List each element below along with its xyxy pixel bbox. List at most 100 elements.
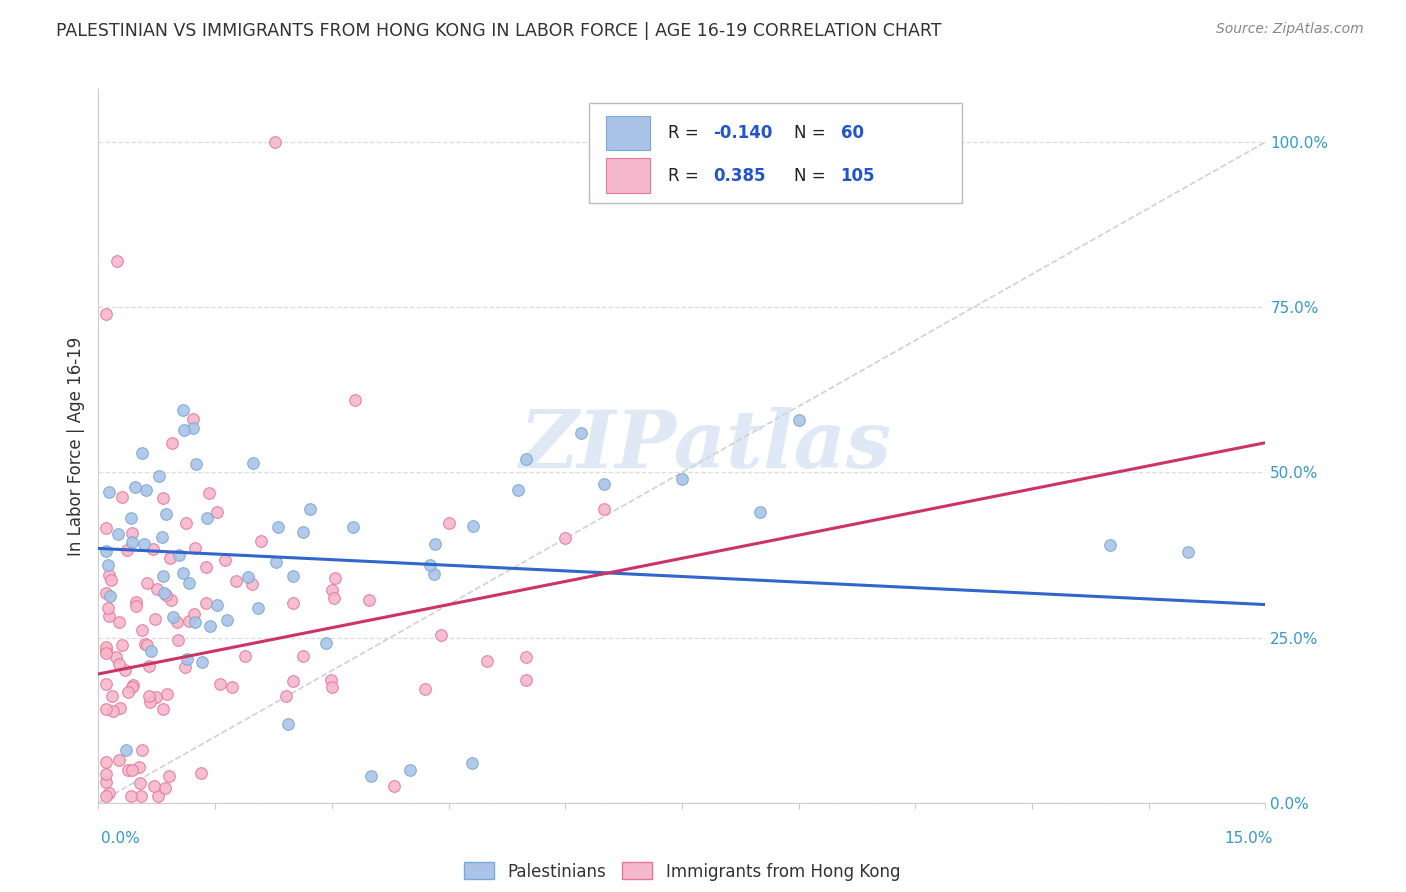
Point (172, 566, 194, 581)
Point (191, 655, 214, 669)
FancyBboxPatch shape (606, 116, 651, 150)
Point (142, 779, 165, 793)
Point (148, 789, 170, 804)
Point (508, 483, 530, 497)
Point (128, 760, 150, 774)
Text: -0.140: -0.140 (713, 124, 773, 142)
Point (198, 618, 221, 632)
Point (323, 571, 346, 585)
Point (143, 611, 166, 625)
Legend: Palestinians, Immigrants from Hong Kong: Palestinians, Immigrants from Hong Kong (457, 855, 907, 888)
Point (423, 567, 446, 582)
Point (121, 678, 143, 692)
Point (117, 763, 139, 777)
Point (233, 649, 256, 664)
Point (131, 623, 153, 637)
Point (153, 780, 176, 795)
Point (146, 582, 169, 597)
Point (121, 534, 143, 549)
Point (155, 588, 177, 602)
Point (152, 585, 174, 599)
Point (96, 543, 118, 558)
Point (748, 505, 770, 519)
Point (207, 598, 229, 612)
Point (569, 425, 592, 440)
Point (240, 577, 263, 591)
Point (181, 421, 204, 435)
Y-axis label: In Labor Force | Age 16-19: In Labor Force | Age 16-19 (67, 336, 86, 556)
Point (183, 541, 205, 555)
Point (238, 570, 260, 584)
Point (120, 789, 142, 804)
Point (477, 654, 499, 668)
Point (593, 476, 616, 491)
Point (430, 627, 453, 641)
Point (111, 638, 134, 652)
Point (104, 649, 127, 664)
Point (593, 502, 616, 516)
Point (515, 650, 537, 665)
Text: R =: R = (668, 167, 704, 185)
Point (115, 543, 138, 558)
Point (671, 472, 693, 486)
Point (179, 575, 201, 590)
Point (96, 640, 118, 654)
Text: Source: ZipAtlas.com: Source: ZipAtlas.com (1216, 22, 1364, 37)
Point (142, 542, 165, 557)
Point (96, 767, 118, 781)
Point (423, 536, 446, 550)
Text: PALESTINIAN VS IMMIGRANTS FROM HONG KONG IN LABOR FORCE | AGE 16-19 CORRELATION : PALESTINIAN VS IMMIGRANTS FROM HONG KONG… (56, 22, 942, 40)
Text: 105: 105 (841, 167, 875, 185)
Point (145, 690, 167, 705)
Point (281, 569, 304, 583)
Point (173, 660, 195, 674)
Point (138, 659, 160, 673)
Point (267, 520, 290, 534)
Point (98, 567, 121, 582)
Point (100, 689, 122, 703)
Point (96, 789, 118, 804)
Point (96, 586, 118, 600)
Point (413, 681, 436, 696)
Point (96, 307, 118, 321)
Point (110, 701, 132, 715)
FancyBboxPatch shape (589, 103, 962, 203)
Point (214, 553, 236, 567)
Point (97, 485, 120, 500)
Point (157, 769, 180, 783)
Point (96, 643, 118, 657)
Point (125, 595, 148, 609)
Point (134, 637, 156, 651)
Point (110, 490, 132, 504)
Point (205, 505, 228, 519)
Point (263, 135, 285, 149)
Point (135, 575, 157, 590)
Point (299, 501, 322, 516)
Point (129, 789, 152, 804)
Point (159, 592, 181, 607)
Point (159, 551, 181, 566)
Point (246, 601, 269, 615)
Point (139, 695, 162, 709)
Point (121, 763, 143, 777)
Point (554, 531, 576, 545)
Point (155, 508, 177, 522)
Point (172, 403, 194, 417)
Point (515, 673, 537, 688)
Point (274, 689, 297, 703)
Point (291, 648, 314, 663)
Point (148, 469, 170, 483)
Point (184, 615, 207, 629)
Point (167, 633, 190, 648)
Point (167, 548, 190, 562)
Point (463, 519, 485, 533)
Point (195, 511, 218, 525)
Point (162, 609, 184, 624)
Point (125, 599, 148, 613)
Point (107, 526, 129, 541)
Point (152, 491, 174, 505)
Point (419, 558, 441, 572)
Point (156, 686, 179, 700)
Point (1177, 545, 1199, 559)
Point (315, 636, 337, 650)
